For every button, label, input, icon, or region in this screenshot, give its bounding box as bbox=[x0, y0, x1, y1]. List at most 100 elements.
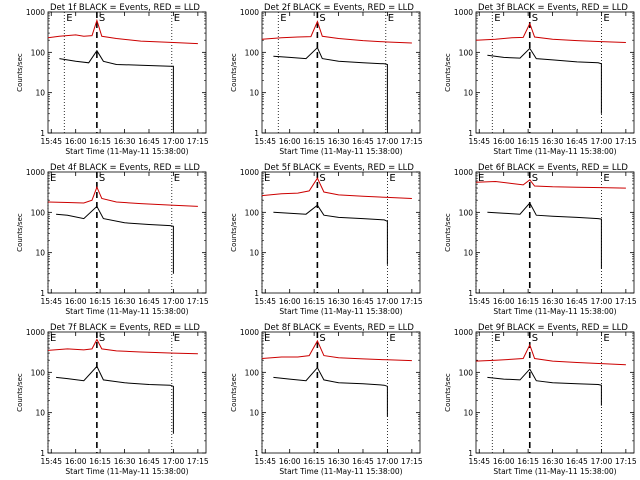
x-tick-label: 17:15 bbox=[187, 137, 209, 146]
y-tick-label: 100 bbox=[31, 208, 46, 217]
x-tick-label: 16:45 bbox=[138, 137, 160, 146]
events-series-line bbox=[273, 366, 388, 417]
x-axis-label: Start Time (11-May-11 15:38:00) bbox=[279, 307, 402, 316]
marker-label: E bbox=[264, 333, 270, 344]
x-tick-label: 16:45 bbox=[138, 457, 160, 466]
x-tick-label: 17:15 bbox=[615, 297, 637, 306]
x-tick-label: 16:30 bbox=[542, 137, 564, 146]
lld-series-line bbox=[475, 22, 626, 43]
chart-title: Det 6f BLACK = Events, RED = LLD bbox=[478, 163, 628, 173]
lld-series-line bbox=[47, 18, 198, 45]
chart-title: Det 3f BLACK = Events, RED = LLD bbox=[478, 3, 628, 13]
x-tick-label: 17:00 bbox=[163, 137, 185, 146]
y-tick-label: 1000 bbox=[240, 328, 259, 337]
y-tick-label: 1 bbox=[254, 449, 259, 458]
chart-title: Det 1f BLACK = Events, RED = LLD bbox=[50, 3, 200, 13]
y-tick-label: 1000 bbox=[26, 168, 45, 177]
x-tick-label: 15:45 bbox=[468, 137, 490, 146]
y-axis-label: Counts/sec bbox=[230, 373, 238, 412]
marker-label: S bbox=[99, 333, 105, 344]
marker-label: E bbox=[603, 173, 609, 184]
y-tick-label: 1 bbox=[40, 289, 45, 298]
x-tick-label: 16:15 bbox=[517, 457, 539, 466]
marker-label: S bbox=[532, 173, 538, 184]
chart-panel: Det 2f BLACK = Events, RED = LLD 1 10 100 10… bbox=[230, 3, 423, 156]
y-tick-label: 1 bbox=[468, 289, 473, 298]
y-tick-label: 1000 bbox=[26, 8, 45, 17]
x-tick-label: 16:45 bbox=[566, 297, 588, 306]
x-tick-label: 16:00 bbox=[279, 457, 301, 466]
lld-series-line bbox=[47, 338, 198, 355]
marker-label: S bbox=[319, 333, 325, 344]
marker-label: E bbox=[494, 13, 500, 24]
x-tick-label: 17:00 bbox=[591, 297, 613, 306]
x-axis-label: Start Time (11-May-11 15:38:00) bbox=[65, 147, 188, 156]
y-axis-label: Counts/sec bbox=[16, 373, 24, 412]
lld-series-line bbox=[475, 343, 626, 366]
chart-panel: Det 4f BLACK = Events, RED = LLD 1 10 100 10… bbox=[16, 163, 209, 316]
marker-label: E bbox=[388, 13, 394, 24]
plot-frame bbox=[47, 331, 207, 454]
x-tick-label: 15:45 bbox=[40, 297, 62, 306]
x-tick-label: 15:45 bbox=[40, 457, 62, 466]
x-tick-label: 17:15 bbox=[401, 457, 423, 466]
y-tick-label: 10 bbox=[463, 89, 473, 98]
plot-frame bbox=[47, 171, 207, 294]
y-tick-label: 10 bbox=[463, 249, 473, 258]
y-tick-label: 1 bbox=[40, 129, 45, 138]
chart-title: Det 8f BLACK = Events, RED = LLD bbox=[264, 323, 414, 333]
y-axis-label: Counts/sec bbox=[444, 53, 452, 92]
x-tick-label: 16:15 bbox=[303, 137, 325, 146]
chart-panel: Det 8f BLACK = Events, RED = LLD 1 10 100 10… bbox=[230, 323, 423, 476]
x-tick-label: 16:00 bbox=[279, 297, 301, 306]
x-axis-label: Start Time (11-May-11 15:38:00) bbox=[279, 467, 402, 476]
events-series-line bbox=[273, 46, 388, 130]
marker-label: E bbox=[603, 333, 609, 344]
marker-label: E bbox=[174, 13, 180, 24]
y-tick-label: 100 bbox=[245, 48, 260, 57]
plot-frame bbox=[475, 331, 635, 454]
x-tick-label: 17:15 bbox=[615, 457, 637, 466]
x-tick-label: 16:30 bbox=[114, 457, 136, 466]
y-tick-label: 100 bbox=[245, 368, 260, 377]
y-tick-label: 1000 bbox=[454, 8, 473, 17]
y-tick-label: 10 bbox=[463, 409, 473, 418]
x-tick-label: 17:00 bbox=[163, 297, 185, 306]
chart-panel: Det 6f BLACK = Events, RED = LLD 1 10 100 10… bbox=[444, 163, 637, 316]
x-tick-label: 15:45 bbox=[254, 297, 276, 306]
lld-series-line bbox=[475, 179, 626, 189]
events-series-line bbox=[56, 365, 174, 434]
x-tick-label: 15:45 bbox=[468, 297, 490, 306]
chart-title: Det 9f BLACK = Events, RED = LLD bbox=[478, 323, 628, 333]
chart-panel: Det 7f BLACK = Events, RED = LLD 1 10 100 10… bbox=[16, 323, 209, 476]
x-tick-label: 17:15 bbox=[401, 137, 423, 146]
events-series-line bbox=[273, 204, 388, 265]
chart-panel: Det 9f BLACK = Events, RED = LLD 1 10 100 10… bbox=[444, 323, 637, 476]
y-tick-label: 100 bbox=[245, 208, 260, 217]
x-tick-label: 16:45 bbox=[352, 457, 374, 466]
y-tick-label: 10 bbox=[249, 409, 259, 418]
marker-label: E bbox=[50, 173, 56, 184]
x-tick-label: 16:45 bbox=[566, 137, 588, 146]
y-tick-label: 100 bbox=[459, 48, 474, 57]
x-tick-label: 16:00 bbox=[65, 297, 87, 306]
y-axis-label: Counts/sec bbox=[444, 213, 452, 252]
chart-title: Det 5f BLACK = Events, RED = LLD bbox=[264, 163, 414, 173]
x-tick-label: 16:00 bbox=[493, 297, 515, 306]
events-series-line bbox=[487, 47, 602, 114]
y-tick-label: 100 bbox=[459, 368, 474, 377]
y-tick-label: 1000 bbox=[240, 8, 259, 17]
marker-label: S bbox=[532, 13, 538, 24]
x-tick-label: 16:15 bbox=[517, 297, 539, 306]
marker-label: E bbox=[174, 173, 180, 184]
x-tick-label: 16:30 bbox=[114, 137, 136, 146]
y-tick-label: 1 bbox=[254, 129, 259, 138]
x-tick-label: 17:15 bbox=[401, 297, 423, 306]
marker-label: S bbox=[99, 173, 105, 184]
y-tick-label: 10 bbox=[249, 249, 259, 258]
events-series-line bbox=[487, 202, 602, 269]
x-tick-label: 16:15 bbox=[303, 457, 325, 466]
marker-label: E bbox=[478, 173, 484, 184]
marker-label: E bbox=[603, 13, 609, 24]
y-tick-label: 1 bbox=[468, 129, 473, 138]
